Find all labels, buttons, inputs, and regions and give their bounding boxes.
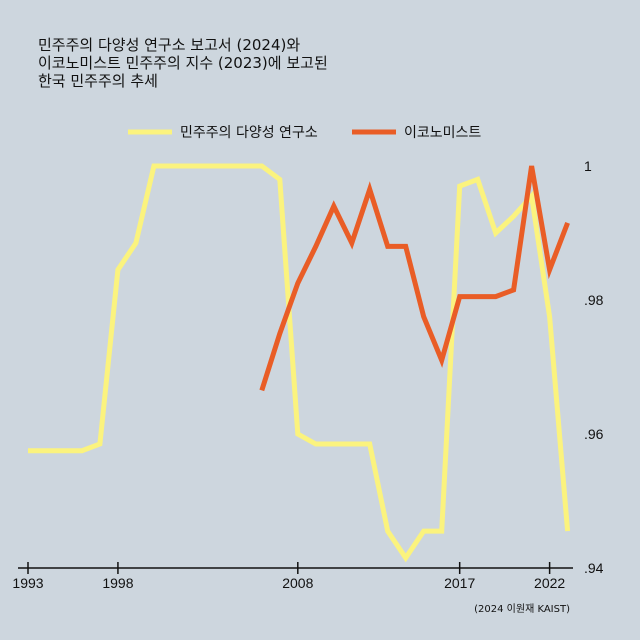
x-tick-label: 2017 — [444, 575, 475, 591]
chart-title-line-1: 민주주의 다양성 연구소 보고서 (2024)와 — [38, 36, 300, 54]
y-tick-label: 1 — [584, 158, 592, 174]
series-line-vdem — [28, 163, 571, 563]
x-tick-label: 1993 — [12, 575, 43, 591]
y-tick-label: .96 — [584, 426, 604, 442]
source-note: (2024 이원재 KAIST) — [474, 603, 570, 615]
y-tick-label: .98 — [584, 292, 604, 308]
x-tick-label: 2008 — [282, 575, 313, 591]
legend-label-vdem: 민주주의 다양성 연구소 — [180, 125, 318, 141]
chart-title: 민주주의 다양성 연구소 보고서 (2024)와 이코노미스트 민주주의 지수 … — [38, 36, 328, 90]
plot-area — [28, 163, 571, 563]
legend: 민주주의 다양성 연구소 이코노미스트 — [128, 125, 481, 141]
axes: 1993 1998 2008 2017 2022 1 .98 .96 .94 — [12, 158, 603, 591]
chart-title-line-2: 이코노미스트 민주주의 지수 (2023)에 보고된 — [38, 54, 328, 72]
legend-label-eiu: 이코노미스트 — [404, 125, 481, 141]
x-tick-label: 1998 — [102, 575, 133, 591]
y-tick-label: .94 — [584, 560, 604, 576]
series-line-eiu — [259, 165, 570, 392]
chart-title-line-3: 한국 민주주의 추세 — [38, 72, 158, 90]
x-tick-label: 2022 — [534, 575, 565, 591]
